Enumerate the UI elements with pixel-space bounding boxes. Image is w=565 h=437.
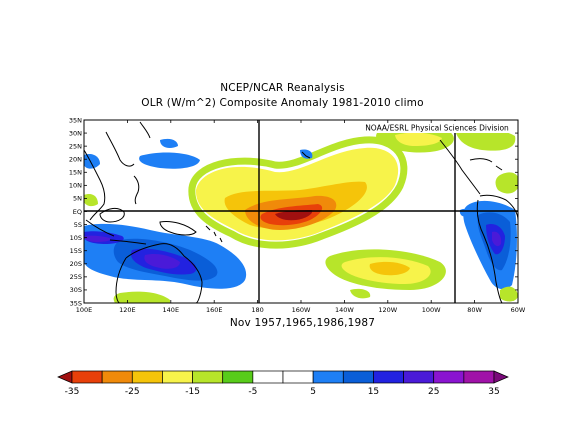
lat-label-5s: 5S <box>74 221 82 229</box>
lat-label-10s: 10S <box>70 234 82 242</box>
colorbar-segment <box>433 370 465 384</box>
lat-label-35s: 35S <box>70 299 82 307</box>
lat-label-5n: 5N <box>73 195 82 203</box>
colorbar-label: 25 <box>428 387 439 397</box>
lon-label-160e: 160E <box>206 306 223 314</box>
lon-label-120w: 120W <box>378 306 397 314</box>
colorbar-label: 15 <box>368 387 379 397</box>
colorbar-segment <box>71 370 103 384</box>
colorbar-segment <box>373 370 404 384</box>
composite-period: Nov 1957,1965,1986,1987 <box>229 317 376 329</box>
lon-label-140e: 140E <box>163 306 180 314</box>
lat-label-35n: 35N <box>69 116 82 124</box>
reference-lines <box>84 120 518 303</box>
colorbar-label: -5 <box>248 387 257 397</box>
colorbar-segment <box>312 370 344 384</box>
lat-label-eq: EQ <box>73 208 82 216</box>
lat-label-30s: 30S <box>70 286 82 294</box>
map-title: NCEP/NCAR Reanalysis <box>220 82 345 94</box>
lon-label-160w: 160W <box>292 306 311 314</box>
colorbar-min-arrow <box>57 370 73 384</box>
axis-ticks <box>83 119 519 304</box>
colorbar <box>57 370 509 384</box>
colorbar-segment <box>222 370 254 384</box>
colorbar-labels: -35 -25 -15 -5 5 15 25 35 <box>65 387 500 397</box>
coastlines <box>84 121 518 303</box>
latitude-labels: 35N 30N 25N 20N 15N 10N 5N EQ 5S 10S 15S 20S 25S 30S 3… <box>69 116 82 307</box>
lat-label-25s: 25S <box>70 273 82 281</box>
colorbar-segment <box>162 370 193 384</box>
lon-label-100e: 100E <box>76 306 93 314</box>
colorbar-label: 5 <box>310 387 316 397</box>
colorbar-segment <box>463 370 495 384</box>
lon-label-100w: 100W <box>422 306 441 314</box>
colorbar-label: -25 <box>125 387 140 397</box>
colorbar-segment <box>131 370 163 384</box>
map-subtitle: OLR (W/m^2) Composite Anomaly 1981-2010 … <box>141 97 424 109</box>
colorbar-segment <box>403 370 435 384</box>
lon-label-180: 180 <box>251 306 263 314</box>
colorbar-segment <box>342 370 374 384</box>
colorbar-max-arrow <box>493 370 509 384</box>
colorbar-segment <box>282 370 314 384</box>
colorbar-segment <box>252 370 284 384</box>
lat-label-20s: 20S <box>70 260 82 268</box>
lon-label-140w: 140W <box>335 306 354 314</box>
lon-label-120e: 120E <box>119 306 136 314</box>
lat-label-15s: 15S <box>70 247 82 255</box>
longitude-labels: 100E 120E 140E 160E 180 160W 140W 120W 100W 80W 60… <box>76 306 526 314</box>
source-label: NOAA/ESRL Physical Sciences Division <box>365 124 509 133</box>
colorbar-label: -15 <box>185 387 200 397</box>
colorbar-segment <box>192 370 224 384</box>
lat-label-10n: 10N <box>69 182 82 190</box>
lon-label-80w: 80W <box>467 306 482 314</box>
lat-label-30n: 30N <box>69 129 82 137</box>
lat-label-25n: 25N <box>69 142 82 150</box>
colorbar-segment <box>101 370 133 384</box>
lat-label-15n: 15N <box>69 169 82 177</box>
colorbar-label: 35 <box>488 387 499 397</box>
lat-label-20n: 20N <box>69 156 82 164</box>
lon-label-60w: 60W <box>511 306 526 314</box>
colorbar-label: -35 <box>65 387 80 397</box>
